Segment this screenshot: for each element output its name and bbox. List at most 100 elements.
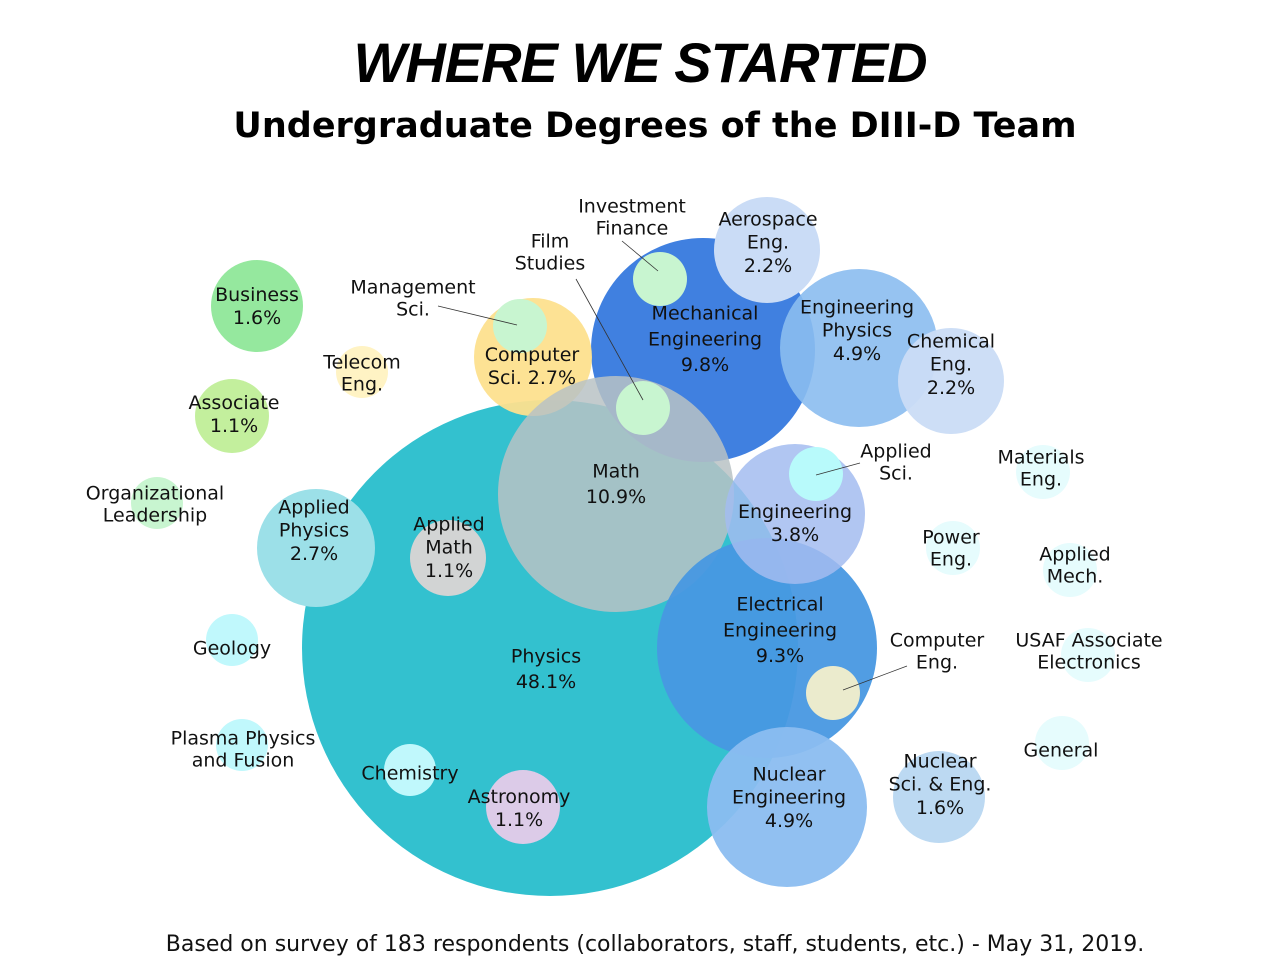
leader-line xyxy=(437,305,518,326)
bubble-applied-sci xyxy=(789,447,843,501)
bubble-name: Power xyxy=(922,526,980,548)
bubble-geology xyxy=(206,614,258,666)
bubble-name: Engineering xyxy=(738,501,852,523)
bubble-label: Applied Sci. xyxy=(860,440,931,484)
bubble-film-studies xyxy=(616,381,670,435)
leader-line xyxy=(575,278,644,401)
bubble-value: 48.1% xyxy=(516,671,576,693)
bubble-name: Geology xyxy=(193,637,271,659)
leader-line xyxy=(842,665,908,691)
bubble-name: Film xyxy=(531,230,570,252)
bubble-value: 10.9% xyxy=(586,486,646,508)
bubble-name: and Fusion xyxy=(192,749,295,771)
bubble-name: Studies xyxy=(515,252,585,274)
bubble-label: Film Studies xyxy=(515,230,585,274)
bubble-name: General xyxy=(1024,739,1099,761)
bubble-plasma-physics-and-fusion xyxy=(216,719,268,771)
bubble-label: Physics 48.1% xyxy=(511,646,581,694)
bubbles xyxy=(131,197,1115,896)
bubble-applied-physics xyxy=(257,489,375,607)
footnote: Based on survey of 183 respondents (coll… xyxy=(165,932,1145,957)
bubble-investment-finance xyxy=(633,252,687,306)
bubble-general xyxy=(1035,716,1089,770)
bubble-name: Plasma Physics xyxy=(171,727,316,749)
bubble-nuclear-sci-eng xyxy=(893,751,985,843)
bubble-nuclear-engineering xyxy=(707,727,867,887)
bubble-label: Math 10.9% xyxy=(586,461,646,509)
bubble-aerospace-eng xyxy=(714,197,820,303)
bubble-name: Eng. xyxy=(916,651,958,673)
bubble-name: Eng. xyxy=(341,373,383,395)
bubble-management-sci xyxy=(493,299,547,353)
bubble-power-eng xyxy=(926,521,980,575)
bubble-name: Management xyxy=(350,276,475,298)
bubble-name: Applied xyxy=(413,514,484,536)
bubble-value: 2.7% xyxy=(290,543,338,565)
bubble-label: Chemical Eng. 2.2% xyxy=(907,331,995,399)
bubble-value: 2.2% xyxy=(927,377,975,399)
bubble-materials-eng xyxy=(1016,445,1070,499)
bubble-usaf-associate-electronics xyxy=(1061,628,1115,682)
bubble-name: Applied xyxy=(1039,543,1110,565)
bubble-name: Sci. 2.7% xyxy=(488,367,576,389)
bubble-value: 1.1% xyxy=(210,415,258,437)
bubble-name: Computer xyxy=(890,629,985,651)
bubble-name: Physics xyxy=(279,520,349,542)
bubble-label: Telecom Eng. xyxy=(322,351,401,395)
bubble-label: Computer Sci. 2.7% xyxy=(485,344,580,389)
bubble-label: USAF Associate Electronics xyxy=(1015,629,1162,673)
leader-line xyxy=(815,462,861,476)
bubble-label: Investment Finance xyxy=(578,195,686,239)
bubble-name: Finance xyxy=(596,217,669,239)
bubble-label: Nuclear Engineering 4.9% xyxy=(732,764,846,832)
bubble-value: 9.3% xyxy=(756,645,804,667)
bubble-value: 4.9% xyxy=(833,343,881,365)
bubble-chemistry xyxy=(384,744,436,796)
bubble-value: 1.1% xyxy=(495,809,543,831)
bubble-name: Eng. xyxy=(747,232,789,254)
bubble-chemical-eng xyxy=(898,328,1004,434)
bubble-label: Astronomy 1.1% xyxy=(468,786,571,831)
bubble-value: 9.8% xyxy=(681,354,729,376)
bubble-label: Power Eng. xyxy=(922,526,980,570)
bubble-name: Organizational xyxy=(86,482,224,504)
bubble-value: 3.8% xyxy=(771,524,819,546)
bubble-name: Engineering xyxy=(732,787,846,809)
bubble-value: 1.6% xyxy=(916,797,964,819)
bubble-name: Mechanical xyxy=(652,303,759,325)
bubble-label: Business 1.6% xyxy=(215,284,299,329)
leader-line xyxy=(621,240,659,272)
bubble-label: Engineering 3.8% xyxy=(738,501,852,546)
bubble-name: Applied xyxy=(278,497,349,519)
bubble-name: Engineering xyxy=(800,297,914,319)
chart-title: WHERE WE STARTED xyxy=(353,31,927,94)
bubble-name: Chemistry xyxy=(361,762,458,784)
bubble-label: General xyxy=(1024,739,1099,761)
bubble-label: Applied Math 1.1% xyxy=(413,514,484,582)
bubble-name: Physics xyxy=(511,646,581,668)
bubble-name: Eng. xyxy=(930,354,972,376)
bubble-name: Physics xyxy=(822,320,892,342)
bubble-label: Aerospace Eng. 2.2% xyxy=(718,209,817,277)
bubble-name: Math xyxy=(425,537,473,559)
bubble-computer-eng xyxy=(806,666,860,720)
bubble-name: Engineering xyxy=(648,328,762,350)
bubble-name: Chemical xyxy=(907,331,995,353)
bubble-business xyxy=(211,260,303,352)
bubble-name: Sci. xyxy=(396,298,430,320)
bubble-telecom-eng xyxy=(336,346,388,398)
bubble-name: Aerospace xyxy=(718,209,817,231)
bubble-label: Computer Eng. xyxy=(890,629,985,673)
bubble-organizational-leadership xyxy=(131,477,183,529)
bubble-value: 4.9% xyxy=(765,810,813,832)
bubble-name: Associate xyxy=(189,392,280,414)
bubble-name: Applied xyxy=(860,440,931,462)
bubble-name: Engineering xyxy=(723,619,837,641)
bubble-name: Sci. xyxy=(879,462,913,484)
bubble-name: Electrical xyxy=(736,594,823,616)
bubble-value: 2.2% xyxy=(744,255,792,277)
bubble-name: Eng. xyxy=(1020,468,1062,490)
bubble-name: Math xyxy=(592,461,640,483)
bubble-name: Sci. & Eng. xyxy=(889,774,992,796)
chart-subtitle: Undergraduate Degrees of the DIII-D Team xyxy=(233,106,1077,146)
